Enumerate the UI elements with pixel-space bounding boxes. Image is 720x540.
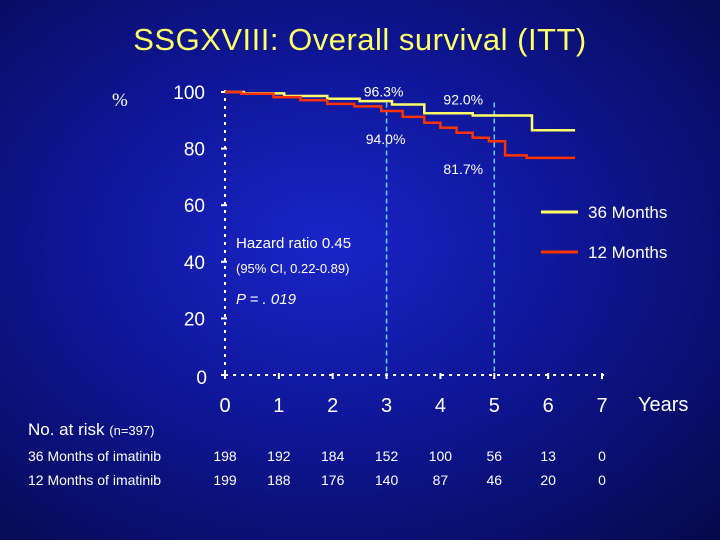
hazard-ratio: Hazard ratio 0.45 xyxy=(236,235,351,252)
p-value: P = . 019 xyxy=(236,291,297,308)
risk-cell: 198 xyxy=(213,448,237,464)
risk-cell: 184 xyxy=(321,448,345,464)
risk-table-title: No. at risk xyxy=(28,420,105,439)
x-tick-label: 5 xyxy=(489,395,500,417)
risk-table-note: (n=397) xyxy=(109,423,155,438)
x-tick-label: 7 xyxy=(596,395,607,417)
data-label: 94.0% xyxy=(366,131,406,147)
risk-cell: 192 xyxy=(267,448,291,464)
series-line-12-months xyxy=(225,90,576,160)
risk-cell: 0 xyxy=(598,472,606,488)
risk-cell: 188 xyxy=(267,472,291,488)
risk-cell: 20 xyxy=(540,472,556,488)
legend-label: 36 Months xyxy=(588,203,667,222)
data-label: 81.7% xyxy=(443,161,483,177)
x-axis-label: Years xyxy=(638,394,688,416)
risk-table-heading: No. at risk (n=397) xyxy=(28,420,154,440)
risk-cell: 87 xyxy=(432,472,449,488)
risk-cell: 176 xyxy=(321,472,345,488)
data-label: 96.3% xyxy=(364,83,404,99)
risk-cell: 0 xyxy=(598,448,606,464)
y-axis-label: % xyxy=(112,90,128,111)
y-tick-label: 60 xyxy=(184,196,205,217)
risk-cell: 152 xyxy=(374,448,399,464)
y-tick-label: 20 xyxy=(184,309,205,330)
y-tick-label: 40 xyxy=(184,253,205,274)
legend-label: 12 Months xyxy=(588,243,667,262)
y-tick-label: 100 xyxy=(173,83,205,104)
y-tick-label: 80 xyxy=(184,140,205,161)
confidence-interval: (95% CI, 0.22-0.89) xyxy=(236,261,349,276)
x-tick-label: 4 xyxy=(435,395,446,417)
y-tick-label: 0 xyxy=(196,368,207,389)
risk-cell: 56 xyxy=(486,448,503,464)
x-tick-label: 6 xyxy=(543,395,554,417)
risk-cell: 140 xyxy=(374,472,399,488)
x-tick-label: 1 xyxy=(273,395,284,417)
data-label: 92.0% xyxy=(443,92,483,108)
risk-row-label: 12 Months of imatinib xyxy=(28,472,162,488)
risk-cell: 13 xyxy=(540,448,556,464)
series-line-36-months xyxy=(225,90,576,132)
x-tick-label: 0 xyxy=(219,395,230,417)
risk-cell: 100 xyxy=(428,448,453,464)
page-title: SSGXVIII: Overall survival (ITT) xyxy=(133,22,587,57)
x-tick-label: 3 xyxy=(381,395,392,417)
risk-cell: 199 xyxy=(213,472,237,488)
risk-row-label: 36 Months of imatinib xyxy=(28,448,162,464)
x-tick-label: 2 xyxy=(327,395,338,417)
risk-cell: 46 xyxy=(486,472,503,488)
